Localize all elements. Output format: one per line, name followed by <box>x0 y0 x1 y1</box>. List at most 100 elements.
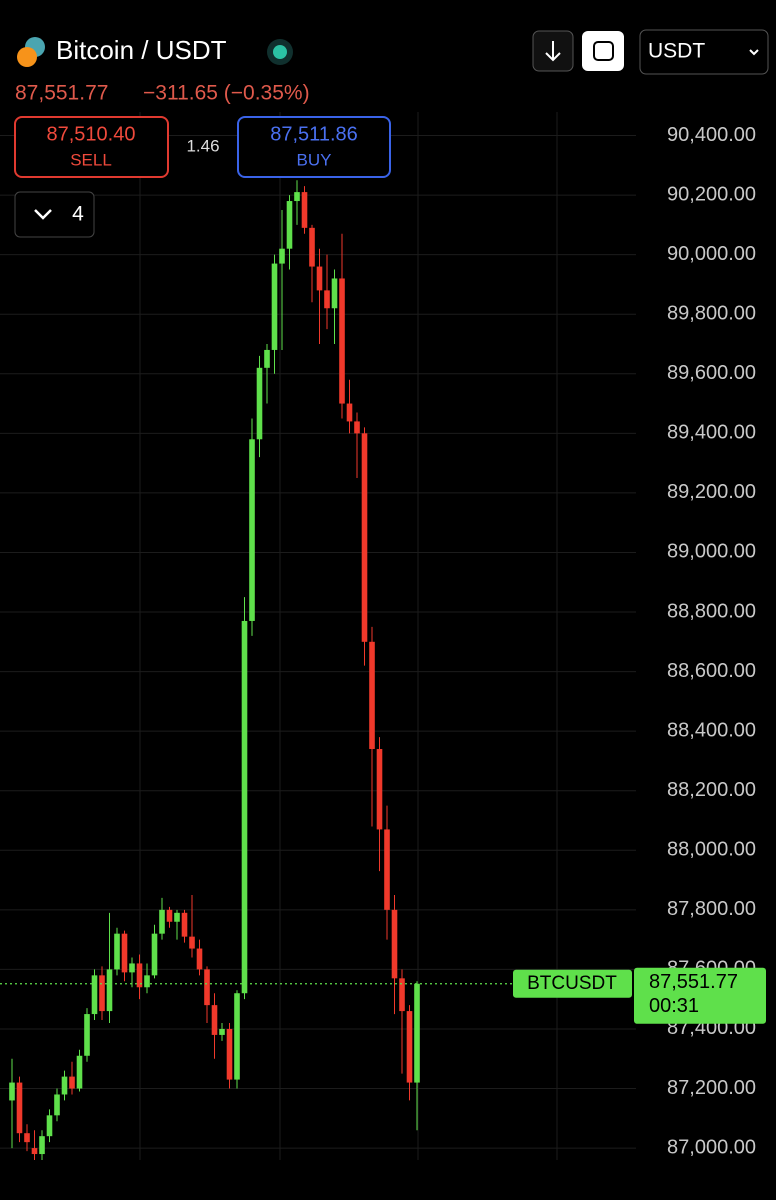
y-tick-label: 87,200.00 <box>667 1077 756 1099</box>
candle-body <box>271 263 278 350</box>
candle-body <box>309 227 315 267</box>
candle-body <box>279 248 285 264</box>
layout-button[interactable] <box>582 31 624 71</box>
candle-body <box>331 278 338 309</box>
candle-body <box>114 933 120 970</box>
candle-body <box>316 266 323 291</box>
candle-body <box>151 933 158 976</box>
price-tag <box>634 967 766 1024</box>
y-tick-label: 88,600.00 <box>667 660 756 682</box>
candle-body <box>91 975 98 1015</box>
candle-body <box>369 641 375 750</box>
candle-body <box>391 909 398 979</box>
candle-body <box>361 433 368 642</box>
candle-body <box>294 192 300 202</box>
chevron <box>749 49 759 56</box>
indicator-count: 4 <box>72 203 84 226</box>
candle-body <box>376 749 383 830</box>
y-tick-label: 90,000.00 <box>667 243 756 265</box>
candle-body <box>69 1076 75 1089</box>
candle-body <box>234 993 240 1080</box>
candle-body <box>219 1028 225 1035</box>
candle-body <box>166 909 173 922</box>
candle-body <box>174 912 180 922</box>
candle-body <box>189 936 195 949</box>
candle-body <box>249 439 255 621</box>
candle-body <box>144 975 150 988</box>
candle-body <box>211 1005 218 1035</box>
y-tick-label: 88,400.00 <box>667 719 756 741</box>
buy-price: 87,511.86 <box>270 123 358 145</box>
candle-body <box>129 963 135 973</box>
price-line-tag <box>513 969 632 998</box>
candle-body <box>241 620 248 994</box>
candle-body <box>324 290 330 309</box>
change: −311.65 (−0.35%) <box>143 82 310 105</box>
candle-body <box>16 1082 23 1134</box>
candle-body <box>106 969 113 1012</box>
sell-price: 87,510.40 <box>47 123 136 145</box>
candle-body <box>346 403 353 422</box>
candle-body <box>159 909 165 934</box>
currency: USDT <box>648 40 705 63</box>
candle-body <box>136 963 143 988</box>
title: Bitcoin / USDT <box>56 35 227 65</box>
candle-body <box>414 983 420 1083</box>
candle-body <box>301 192 308 228</box>
candle-body <box>399 978 405 1012</box>
sell-button[interactable] <box>14 116 169 178</box>
candle-body <box>54 1094 60 1116</box>
candle-body <box>204 969 210 1006</box>
status-dot <box>273 45 287 59</box>
candle-body <box>24 1133 30 1143</box>
price-tag-countdown: 00:31 <box>649 995 699 1017</box>
y-tick-label: 89,200.00 <box>667 481 756 503</box>
y-tick-label: 88,000.00 <box>667 839 756 861</box>
candle-body <box>39 1136 45 1155</box>
candle-body <box>46 1115 53 1137</box>
coin-icon <box>17 47 37 67</box>
time-grid <box>139 60 558 1160</box>
y-tick-label: 89,000.00 <box>667 541 756 563</box>
y-tick-label: 88,800.00 <box>667 600 756 622</box>
chevron <box>34 209 52 220</box>
spread: 1.46 <box>186 136 219 155</box>
price-line-name: BTCUSDT <box>527 973 617 994</box>
candle-body <box>9 1082 15 1101</box>
price: 87,551.77 <box>15 82 108 105</box>
y-tick-label: 90,200.00 <box>667 183 756 205</box>
candle-body <box>256 367 263 440</box>
sell-label: SELL <box>70 150 112 169</box>
y-tick-label: 89,600.00 <box>667 362 756 384</box>
y-tick-label: 88,200.00 <box>667 779 756 801</box>
candle-body <box>406 1011 413 1083</box>
candle-body <box>339 278 345 404</box>
candle-body <box>384 829 390 910</box>
candle-body <box>286 201 293 249</box>
candle-body <box>196 948 203 970</box>
layout-icon <box>593 41 614 61</box>
candle-body <box>61 1076 68 1095</box>
arrow-icon <box>545 41 561 62</box>
y-tick-label: 87,000.00 <box>667 1136 756 1158</box>
y-tick-label: 89,400.00 <box>667 422 756 444</box>
buy-label: BUY <box>297 150 332 169</box>
candle-body <box>31 1148 38 1155</box>
candle-body <box>181 912 188 937</box>
candle-body <box>354 421 360 434</box>
candle-body <box>121 933 128 973</box>
indicators-button[interactable] <box>14 191 95 238</box>
candle-body <box>84 1014 90 1056</box>
y-tick-label: 89,800.00 <box>667 302 756 324</box>
y-tick-label: 90,400.00 <box>667 124 756 146</box>
plot: 87,000.0087,200.0087,400.0087,600.0087,8… <box>0 124 766 1160</box>
candle-body <box>76 1055 83 1089</box>
currency-select[interactable] <box>639 29 769 75</box>
candle-body <box>99 975 105 1012</box>
price-tag-value: 87,551.77 <box>649 971 738 993</box>
y-tick-label: 87,800.00 <box>667 898 756 920</box>
candle-body <box>264 349 270 368</box>
buy-button[interactable] <box>237 116 391 178</box>
